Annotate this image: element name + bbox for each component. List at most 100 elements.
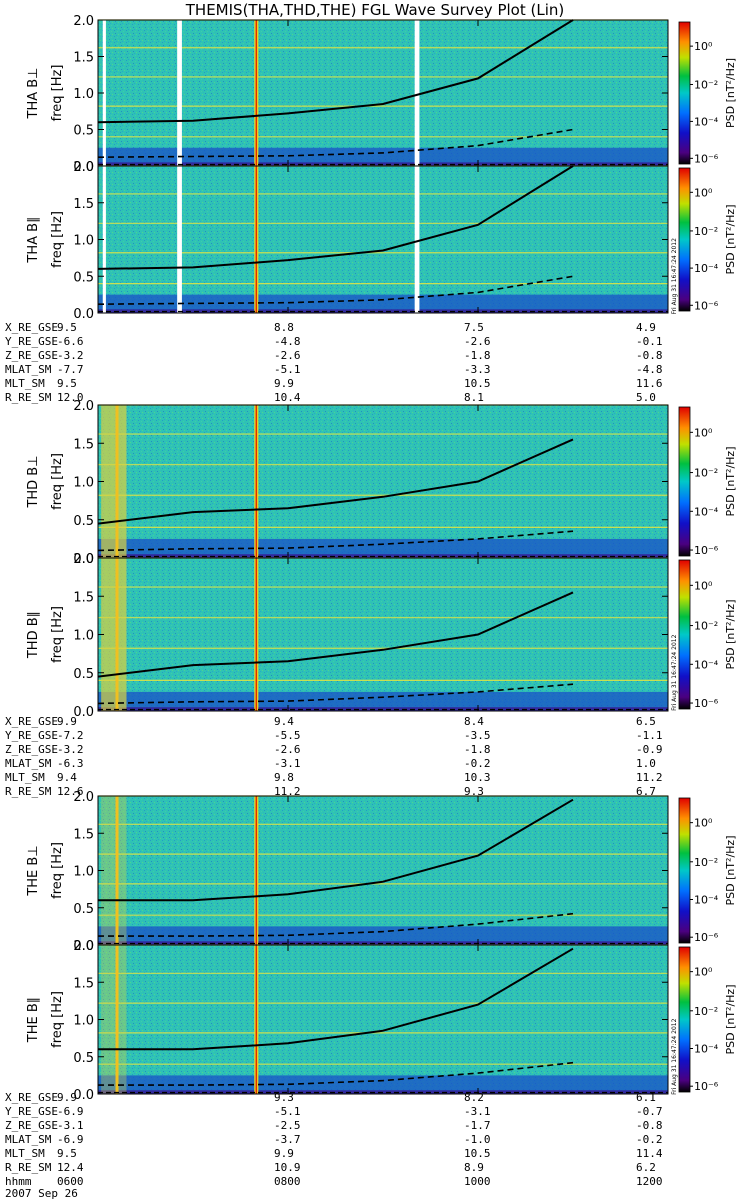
ephemeris-value: 12.4 — [57, 1161, 84, 1174]
ephemeris-value: 11.6 — [636, 377, 663, 390]
panel-title: THE B⊥ — [26, 845, 41, 896]
time-tick-label: 0600 — [57, 1175, 84, 1188]
spectrogram-panel: 0.0 0.5 1.0 1.5 2.0 THA B∥ freq [Hz] — [26, 160, 669, 322]
ephemeris-label: R_RE_SM — [5, 785, 52, 798]
y-axis-label: freq [Hz] — [50, 991, 65, 1048]
y-tick-label: 2.0 — [73, 399, 94, 414]
time-tick-label: 1200 — [636, 1175, 663, 1188]
ephemeris-value: 9.9 — [274, 1147, 294, 1160]
ephemeris-value: 11.4 — [636, 1147, 663, 1160]
data-gap — [414, 166, 420, 313]
broadband-spike-core — [255, 405, 258, 558]
colorbar-tick-label: 10⁻⁶ — [694, 152, 719, 165]
ephemeris-label: MLAT_SM — [5, 1133, 52, 1146]
broadband-spike-core — [255, 945, 258, 1094]
solid-trace-line — [97, 19, 574, 124]
ephemeris-label: MLAT_SM — [5, 757, 52, 770]
ephemeris-value: -3.2 — [57, 349, 84, 362]
ephemeris-value: 1.0 — [636, 757, 656, 770]
y-tick-label: 1.0 — [73, 234, 94, 249]
ephemeris-value: -2.5 — [274, 1119, 301, 1132]
colorbar-tick-label: 10⁻⁴ — [694, 1043, 719, 1056]
data-gap — [102, 166, 106, 313]
ephemeris-label: R_RE_SM — [5, 391, 52, 404]
colorbar: 10⁰ 10⁻² 10⁻⁴ 10⁻⁶ PSD [nT²/Hz] — [678, 21, 737, 165]
ephemeris-value: 12.0 — [57, 391, 84, 404]
y-tick-label: 1.0 — [73, 629, 94, 644]
ephemeris-value: 8.1 — [464, 391, 484, 404]
colorbar-scale — [678, 559, 691, 710]
ephemeris-label: X_RE_GSE — [5, 321, 58, 334]
colorbar-tick-label: 10⁻² — [694, 78, 718, 91]
ephemeris-value: 8.4 — [464, 715, 484, 728]
panel-title: THE B∥ — [26, 997, 41, 1043]
early-spike — [115, 945, 119, 1094]
ephemeris-value: 9.9 — [57, 715, 77, 728]
colorbar-tick-label: 10⁻² — [694, 1005, 718, 1018]
ephemeris-value: 9.8 — [274, 771, 294, 784]
ephemeris-value: -1.8 — [464, 743, 491, 756]
timestamp-stamp: Fri Aug 31 16:47:24 2012 — [671, 634, 678, 711]
colorbar-tick-label: 10⁻⁶ — [694, 697, 719, 710]
ephemeris-value: 9.9 — [274, 377, 294, 390]
low-frequency-band — [98, 294, 668, 313]
colorbar-tick-label: 10⁻⁶ — [694, 1080, 719, 1093]
ephemeris-label: Y_RE_GSE — [5, 1105, 58, 1118]
data-gap — [177, 20, 182, 166]
colorbar-scale — [678, 946, 691, 1093]
y-axis-label: freq [Hz] — [50, 842, 65, 899]
y-axis-label: freq [Hz] — [50, 211, 65, 268]
spectrogram-panel: 0.0 0.5 1.0 1.5 2.0 THA B⊥ freq [Hz] — [26, 14, 669, 175]
y-axis-label: freq [Hz] — [50, 453, 65, 510]
colorbar-tick-label: 10⁻⁴ — [694, 262, 719, 275]
ephemeris-value: -0.9 — [636, 743, 663, 756]
ephemeris-value: 10.5 — [464, 1147, 491, 1160]
early-spike — [115, 558, 119, 711]
ephemeris-label: Y_RE_GSE — [5, 729, 58, 742]
ephemeris-value: -2.6 — [464, 335, 491, 348]
ephemeris-label: Z_RE_GSE — [5, 1119, 58, 1132]
ephemeris-value: -5.5 — [274, 729, 301, 742]
colorbar-label: PSD [nT²/Hz] — [724, 984, 737, 1054]
timestamp-stamp: Fri Aug 31 16:47:24 2012 — [671, 238, 678, 315]
ephemeris-value: 9.4 — [57, 771, 77, 784]
ephemeris-value: 9.9 — [57, 1091, 77, 1104]
ephemeris-value: -3.1 — [274, 757, 301, 770]
colorbar-tick-label: 10⁻² — [694, 620, 718, 633]
panel-title: THA B∥ — [26, 216, 41, 263]
solid-trace-line — [97, 165, 574, 270]
ephemeris-value: 8.9 — [464, 1161, 484, 1174]
y-axis-label: freq [Hz] — [50, 65, 65, 122]
y-tick-label: 0.0 — [73, 552, 94, 567]
colorbar-tick-label: 10⁻⁶ — [694, 299, 719, 312]
ephemeris-value: -3.2 — [57, 743, 84, 756]
colorbar-tick-label: 10⁻² — [694, 856, 718, 869]
ephemeris-value: 6.5 — [636, 715, 656, 728]
y-tick-label: 0.5 — [73, 667, 94, 682]
ephemeris-value: -0.8 — [636, 1119, 663, 1132]
date-label: 2007 Sep 26 — [5, 1187, 78, 1200]
data-gap — [102, 20, 106, 166]
y-tick-label: 0.0 — [73, 160, 94, 175]
early-activity — [101, 405, 127, 558]
panel-title: THA B⊥ — [26, 68, 41, 120]
ephemeris-value: 9.5 — [57, 1147, 77, 1160]
low-frequency-band — [98, 926, 668, 945]
broadband-spike-core — [255, 796, 258, 945]
solid-trace-line — [98, 798, 574, 902]
ephemeris-value: -3.1 — [57, 1119, 84, 1132]
solid-trace-line — [97, 438, 574, 525]
plot-title: THEMIS(THA,THD,THE) FGL Wave Survey Plot… — [185, 1, 565, 19]
ephemeris-label: Z_RE_GSE — [5, 743, 58, 756]
colorbar-tick-label: 10⁻⁴ — [694, 894, 719, 907]
y-tick-label: 1.5 — [73, 590, 94, 605]
ephemeris-label: MLT_SM — [5, 771, 45, 784]
panel-title: THD B∥ — [26, 611, 41, 659]
ephemeris-value: -5.1 — [274, 363, 301, 376]
spectrogram-panel: 0.0 0.5 1.0 1.5 2.0 THE B⊥ freq [Hz] — [26, 790, 669, 954]
colorbar-tick-label: 10⁻⁶ — [694, 544, 719, 557]
ephemeris-value: 10.5 — [464, 377, 491, 390]
time-tick-label: 1000 — [464, 1175, 491, 1188]
ephemeris-value: -6.3 — [57, 757, 84, 770]
